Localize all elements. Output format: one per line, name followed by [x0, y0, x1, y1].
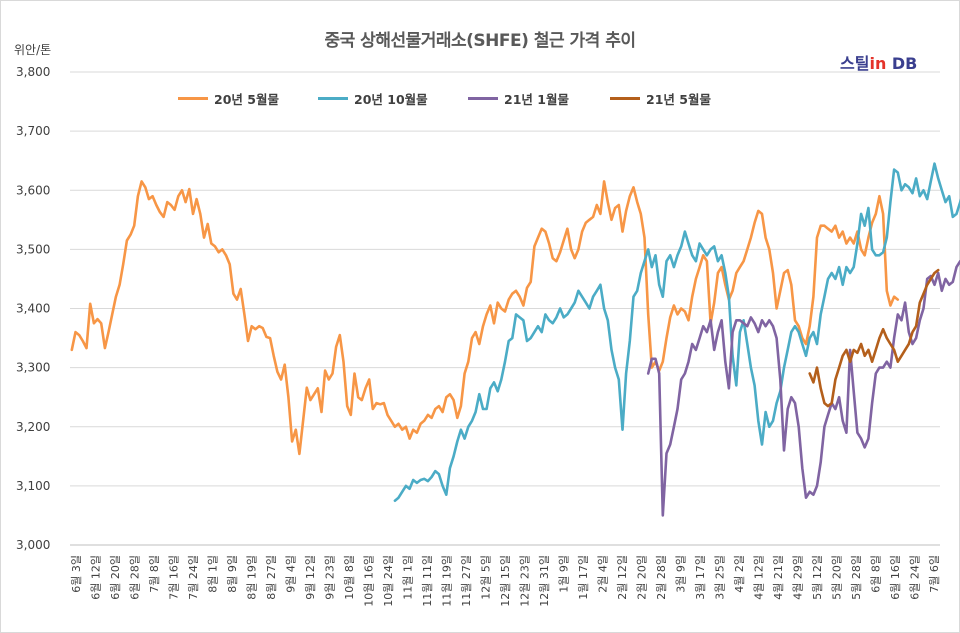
- logo-part-3: DB: [886, 54, 918, 73]
- x-tick-label: 3월 9일: [674, 555, 688, 593]
- x-tick-label: 8월 9일: [225, 555, 239, 593]
- x-tick-label: 8월 1일: [206, 555, 220, 593]
- x-tick-label: 12월 15일: [498, 555, 512, 607]
- x-tick-label: 6월 16일: [888, 555, 902, 600]
- x-tick-label: 6월 28일: [128, 555, 142, 600]
- y-tick-label: 3,200: [16, 420, 50, 434]
- y-tick-label: 3,500: [16, 242, 50, 256]
- series-line-2: [393, 162, 960, 503]
- x-tick-label: 5월 20일: [830, 555, 844, 600]
- legend-item-s2: 20년 10월물: [318, 88, 428, 108]
- x-tick-label: 1월 17일: [576, 555, 590, 600]
- legend-label-s4: 21년 5월물: [646, 91, 711, 107]
- y-tick-label: 3,600: [16, 183, 50, 197]
- x-tick-label: 8월 27일: [264, 555, 278, 600]
- x-tick-label: 11월 11일: [420, 555, 434, 607]
- steelindb-logo: 스틸in DB: [840, 50, 917, 74]
- legend-swatch-s3: [468, 96, 498, 100]
- x-tick-label: 8월 19일: [245, 555, 259, 600]
- x-tick-label: 4월 21일: [771, 555, 785, 600]
- x-tick-label: 3월 25일: [713, 555, 727, 600]
- x-tick-label: 2월 20일: [635, 555, 649, 600]
- x-tick-label: 4월 2일: [732, 555, 746, 593]
- legend-swatch-s1: [178, 96, 208, 100]
- x-tick-label: 7월 16일: [167, 555, 181, 600]
- legend-label-s3: 21년 1월물: [504, 91, 569, 107]
- y-tick-label: 3,000: [16, 538, 50, 552]
- y-tick-label: 3,800: [16, 65, 50, 79]
- chart-legend: 20년 5월물 20년 10월물 21년 1월물 21년 5월물: [0, 88, 960, 108]
- x-tick-label: 5월 28일: [849, 555, 863, 600]
- x-tick-label: 1월 9일: [557, 555, 571, 593]
- x-tick-label: 10월 8일: [342, 555, 356, 600]
- x-tick-label: 6월 3일: [69, 555, 83, 593]
- chart-title: 중국 상해선물거래소(SHFE) 철근 가격 추이: [324, 31, 636, 51]
- y-tick-label: 3,700: [16, 124, 50, 138]
- x-tick-label: 2월 12일: [615, 555, 629, 600]
- x-tick-label: 7월 24일: [186, 555, 200, 600]
- x-tick-label: 9월 4일: [284, 555, 298, 593]
- x-tick-label: 7월 8일: [147, 555, 161, 593]
- series-line-1: [70, 180, 900, 456]
- logo-part-2: in: [869, 54, 887, 73]
- legend-label-s2: 20년 10월물: [354, 91, 428, 107]
- x-tick-label: 10월 16일: [362, 555, 376, 607]
- x-tick-label: 12월 31일: [537, 555, 551, 607]
- x-tick-label: 11월 1일: [401, 555, 415, 600]
- y-tick-label: 3,100: [16, 479, 50, 493]
- series-line-3: [646, 259, 960, 517]
- logo-part-1: 스틸: [840, 54, 870, 73]
- x-tick-label: 2월 4일: [596, 555, 610, 593]
- legend-swatch-s2: [318, 96, 348, 100]
- x-tick-label: 4월 29일: [791, 555, 805, 600]
- x-tick-label: 4월 12일: [752, 555, 766, 600]
- x-tick-label: 10월 24일: [381, 555, 395, 607]
- y-tick-label: 3,300: [16, 361, 50, 375]
- legend-item-s1: 20년 5월물: [178, 88, 279, 108]
- legend-item-s4: 21년 5월물: [610, 88, 711, 108]
- x-tick-label: 7월 6일: [927, 555, 941, 593]
- legend-swatch-s4: [610, 96, 640, 100]
- y-axis-unit-label: 위안/톤: [14, 43, 52, 57]
- x-tick-label: 6월 24일: [908, 555, 922, 600]
- x-tick-label: 9월 23일: [323, 555, 337, 600]
- x-tick-label: 2월 28일: [654, 555, 668, 600]
- x-tick-label: 11월 27일: [459, 555, 473, 607]
- x-tick-label: 6월 12일: [89, 555, 103, 600]
- x-tick-label: 6월 20일: [108, 555, 122, 600]
- legend-item-s3: 21년 1월물: [468, 88, 569, 108]
- x-tick-label: 12월 5일: [479, 555, 493, 600]
- x-tick-label: 12월 23일: [518, 555, 532, 607]
- x-tick-label: 3월 17일: [693, 555, 707, 600]
- y-tick-label: 3,400: [16, 302, 50, 316]
- series-line-4: [808, 268, 940, 408]
- x-tick-label: 5월 12일: [810, 555, 824, 600]
- x-tick-label: 11월 19일: [440, 555, 454, 607]
- x-tick-label: 9월 12일: [303, 555, 317, 600]
- legend-label-s1: 20년 5월물: [214, 91, 279, 107]
- x-tick-label: 6월 8일: [869, 555, 883, 593]
